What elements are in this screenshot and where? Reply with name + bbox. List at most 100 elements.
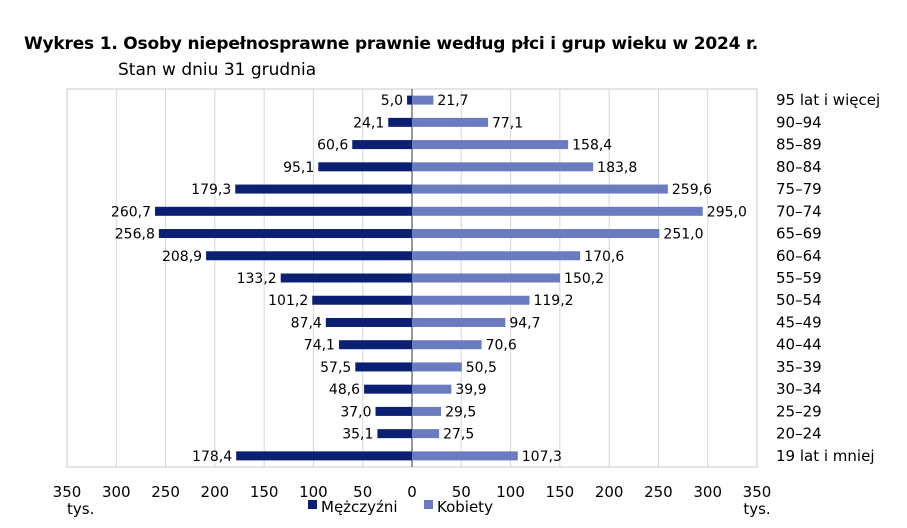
x-unit-label-left: tys. (67, 500, 94, 518)
bar-male (352, 140, 412, 150)
bar-female (412, 429, 440, 439)
data-label-male: 60,6 (317, 138, 348, 154)
bar-female (412, 95, 434, 105)
chart-title: Wykres 1. Osoby niepełnosprawne prawnie … (24, 34, 759, 54)
category-label: 19 lat i mniej (776, 447, 874, 465)
x-tick-label: 150 (250, 483, 279, 501)
data-label-male: 133,2 (237, 271, 277, 287)
data-label-female: 50,5 (466, 360, 497, 376)
data-label-female: 21,7 (437, 93, 468, 109)
bar-female (412, 317, 506, 327)
bar-female (412, 162, 594, 172)
bar-female (412, 140, 569, 150)
category-label: 80–84 (776, 158, 822, 176)
category-label: 85–89 (776, 136, 822, 154)
category-label: 35–39 (776, 358, 822, 376)
bar-female (412, 384, 452, 394)
bar-male (377, 429, 412, 439)
bar-female (412, 451, 518, 461)
bar-male (280, 273, 412, 283)
bar-female (412, 184, 668, 194)
data-label-female: 295,0 (707, 204, 747, 220)
category-label: 45–49 (776, 313, 822, 331)
category-label: 65–69 (776, 225, 822, 243)
data-label-female: 158,4 (572, 138, 612, 154)
data-label-female: 251,0 (663, 227, 703, 243)
data-label-male: 37,0 (340, 404, 371, 420)
data-label-male: 208,9 (162, 249, 202, 265)
x-tick-label: 300 (693, 483, 722, 501)
bar-male (236, 451, 412, 461)
data-label-female: 107,3 (522, 449, 562, 465)
x-tick-label: 250 (644, 483, 673, 501)
x-tick-label: 200 (201, 483, 230, 501)
x-tick-label: 150 (546, 483, 575, 501)
data-label-female: 77,1 (492, 115, 523, 131)
x-tick-label: 50 (452, 483, 471, 501)
category-label: 90–94 (776, 113, 822, 131)
data-label-female: 94,7 (509, 315, 540, 331)
bar-male (318, 162, 412, 172)
category-label: 55–59 (776, 269, 822, 287)
category-label: 60–64 (776, 247, 822, 265)
bar-male (364, 384, 412, 394)
legend-label-female: Kobiety (437, 498, 493, 516)
data-label-male: 57,5 (320, 360, 351, 376)
bar-male (206, 251, 412, 261)
chart-subtitle: Stan w dniu 31 grudnia (118, 60, 317, 80)
bar-female (412, 362, 462, 372)
data-label-female: 27,5 (443, 427, 474, 443)
bar-female (412, 229, 660, 239)
data-label-male: 101,2 (268, 293, 308, 309)
bar-female (412, 251, 581, 261)
data-label-male: 74,1 (304, 338, 335, 354)
data-label-female: 70,6 (486, 338, 517, 354)
category-label: 40–44 (776, 336, 822, 354)
bar-female (412, 295, 530, 305)
data-label-female: 119,2 (533, 293, 573, 309)
x-tick-label: 100 (299, 483, 328, 501)
bar-male (155, 206, 412, 216)
data-label-female: 170,6 (584, 249, 624, 265)
category-label: 70–74 (776, 202, 822, 220)
x-unit-label-right: tys. (743, 500, 770, 518)
category-label: 25–29 (776, 402, 822, 420)
bar-male (388, 117, 412, 127)
bar-male (312, 295, 412, 305)
category-label: 50–54 (776, 291, 822, 309)
data-label-female: 259,6 (672, 182, 712, 198)
data-label-female: 39,9 (455, 382, 486, 398)
x-tick-label: 350 (743, 483, 772, 501)
x-tick-label: 100 (496, 483, 525, 501)
bar-male (355, 362, 412, 372)
data-label-male: 178,4 (192, 449, 232, 465)
bar-female (412, 406, 442, 416)
data-label-male: 95,1 (283, 160, 314, 176)
category-label: 30–34 (776, 380, 822, 398)
data-label-male: 260,7 (111, 204, 151, 220)
data-label-male: 24,1 (353, 115, 384, 131)
category-label: 95 lat i więcej (776, 91, 880, 109)
bar-male (407, 95, 412, 105)
bar-male (375, 406, 412, 416)
bar-female (412, 273, 561, 283)
bar-female (412, 206, 703, 216)
legend-swatch-female (424, 500, 433, 509)
data-label-female: 150,2 (564, 271, 604, 287)
data-label-female: 29,5 (445, 404, 476, 420)
bar-male (158, 229, 412, 239)
legend-label-male: Mężczyźni (321, 498, 398, 516)
bar-male (325, 317, 412, 327)
data-label-male: 87,4 (291, 315, 322, 331)
bar-female (412, 117, 488, 127)
x-tick-label: 0 (407, 483, 417, 501)
category-label: 20–24 (776, 425, 822, 443)
data-label-male: 5,0 (381, 93, 403, 109)
category-label: 75–79 (776, 180, 822, 198)
data-label-male: 179,3 (191, 182, 231, 198)
x-tick-label: 200 (595, 483, 624, 501)
data-label-female: 183,8 (597, 160, 637, 176)
x-tick-label: 350 (53, 483, 82, 501)
x-tick-label: 50 (353, 483, 372, 501)
data-label-male: 48,6 (329, 382, 360, 398)
